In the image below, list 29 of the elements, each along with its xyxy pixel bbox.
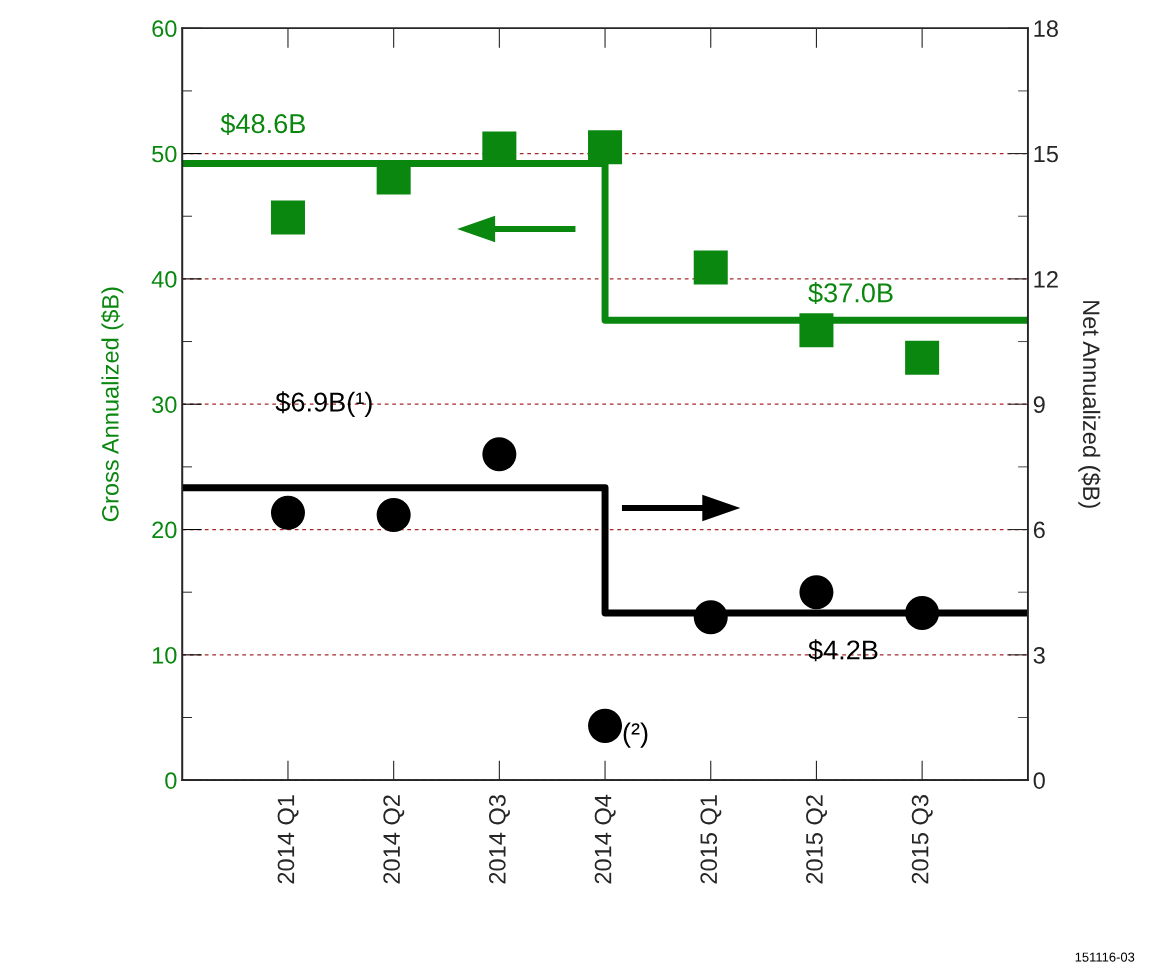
y-tick-label: 0	[165, 772, 177, 789]
y2-tick-label: 18	[1034, 20, 1058, 38]
y2-tick-label: 6	[1033, 521, 1045, 539]
x-tick-label: 2014 Q2	[383, 795, 405, 884]
y-tick-label: 30	[152, 396, 177, 413]
annotation: $4.2B	[808, 639, 878, 662]
y-axis-title: Gross Annualized ($B)	[101, 287, 124, 522]
y-tick-label: 40	[151, 270, 177, 288]
y-tick-label: 20	[152, 521, 177, 539]
x-tick-label: 2015 Q1	[700, 795, 722, 884]
annotation: $6.9B(¹)	[275, 391, 372, 418]
y2-tick-label: 0	[1033, 772, 1045, 789]
y-tick-label: 60	[152, 20, 177, 38]
annotation: (²)	[623, 722, 648, 748]
y2-axis-title: Net Annualized ($B)	[1078, 301, 1101, 508]
x-tick-label: 2015 Q3	[911, 795, 933, 884]
x-tick-label: 2014 Q3	[488, 795, 510, 884]
text: 151116-03	[1075, 952, 1135, 962]
y-tick-label: 50	[152, 145, 177, 163]
annotation: $48.6B	[220, 112, 305, 135]
x-tick-label: 2014 Q4	[594, 794, 616, 884]
y2-tick-label: 12	[1034, 270, 1058, 288]
x-tick-label: 2014 Q1	[277, 795, 299, 884]
x-tick-label: 2015 Q2	[806, 795, 827, 884]
annotation: $37.0B	[808, 282, 893, 305]
y-tick-label: 10	[152, 646, 177, 664]
y2-tick-label: 3	[1033, 646, 1045, 664]
y2-tick-label: 15	[1034, 145, 1058, 163]
y2-tick-label: 9	[1033, 396, 1045, 413]
